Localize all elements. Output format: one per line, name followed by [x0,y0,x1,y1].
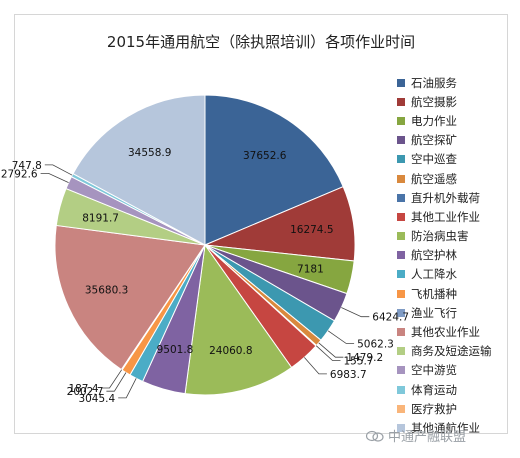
legend-item: 航空摄影 [397,92,507,111]
data-label: 155.7 [344,356,374,368]
legend-swatch [397,251,405,260]
legend-label: 直升机外载荷 [411,190,480,205]
legend-item: 人工降水 [397,265,507,284]
legend-swatch [397,423,405,432]
pie-slice [204,94,344,246]
legend-swatch [397,116,405,125]
legend-swatch [397,328,405,337]
label-leader-line [44,164,73,176]
label-leader-line [341,307,370,318]
legend-swatch [397,155,405,164]
legend-label: 航空遥感 [411,171,457,186]
pie-slice [72,94,206,246]
data-label: 3045.4 [78,393,115,405]
pie-slice [54,224,206,371]
label-leader-line [318,342,344,358]
legend-swatch [397,385,405,394]
legend-label: 航空探矿 [411,133,457,148]
legend-label: 医疗救护 [411,401,457,416]
legend-item: 其他通航作业 [397,418,507,437]
label-leader-line [118,378,137,399]
label-leader-line [327,330,355,344]
legend-label: 渔业飞行 [411,305,457,320]
legend-item: 空中巡查 [397,150,507,169]
legend-item: 电力作业 [397,111,507,130]
pie-slice [184,243,293,396]
data-label: 37652.6 [243,150,287,162]
legend-swatch [397,366,405,375]
legend-label: 其他农业作业 [411,325,480,340]
legend-label: 空中游览 [411,363,457,378]
legend: 石油服务航空摄影电力作业航空探矿空中巡查航空遥感直升机外载荷 其他工业作业 防治病虫… [397,73,507,438]
legend-swatch [397,289,405,298]
legend-item: 航空护林 [397,246,507,265]
data-label: 34558.9 [128,147,171,159]
legend-label: 航空摄影 [411,94,457,109]
legend-label: 商务及短途运输 [411,344,492,359]
data-label: 24060.8 [209,345,252,357]
legend-label: 防治病虫害 [411,229,469,244]
legend-swatch [397,270,405,279]
label-leader-line [315,345,341,361]
legend-item: 直升机外载荷 [397,188,507,207]
legend-item: 航空遥感 [397,169,507,188]
legend-swatch [397,78,405,87]
data-label: 7181 [297,263,324,275]
legend-item: 防治病虫害 [397,227,507,246]
legend-swatch [397,308,405,317]
legend-label: 其他工业作业 [411,209,480,224]
legend-item: 石油服务 [397,73,507,92]
legend-swatch [397,232,405,241]
data-label: 6983.7 [330,369,367,381]
legend-item: 医疗救护 [397,399,507,418]
legend-swatch [397,193,405,202]
legend-swatch [397,174,405,183]
legend-label: 体育运动 [411,382,457,397]
legend-swatch [397,136,405,145]
legend-item: 其他农业作业 [397,322,507,341]
data-label: 35680.3 [85,284,128,296]
legend-item: 渔业飞行 [397,303,507,322]
legend-item: 航空探矿 [397,131,507,150]
watermark-text: 中通产融联盟 [388,430,467,445]
data-label: 8191.7 [82,212,119,224]
data-label: 2002.7 [67,386,104,398]
data-label: 6424.7 [372,312,409,324]
legend-item: 其他工业作业 [397,207,507,226]
watermark: 中通产融联盟 [366,426,466,445]
data-label: 187.4 [68,383,98,395]
wechat-icon [366,430,384,442]
data-label: 1479.2 [346,352,383,364]
legend-label: 航空护林 [411,248,457,263]
label-leader-line [40,172,69,183]
data-label: 5062.3 [357,338,394,350]
legend-swatch [397,404,405,413]
legend-label: 石油服务 [411,75,457,90]
data-label: 16274.5 [290,224,333,236]
legend-label: 其他通航作业 [411,420,480,435]
legend-item: 体育运动 [397,380,507,399]
legend-label: 飞机播种 [411,286,457,301]
data-label: 2792.6 [1,168,38,180]
legend-item: 飞机播种 [397,284,507,303]
data-label: 747.8 [12,160,42,172]
label-leader-line [101,369,123,389]
legend-swatch [397,347,405,356]
label-leader-line [106,372,127,392]
legend-swatch [397,212,405,221]
chart-title: 2015年通用航空（除执照培训）各项作业时间 [106,33,416,51]
data-label: 9501.8 [157,344,194,356]
legend-item: 商务及短途运输 [397,342,507,361]
legend-swatch [397,97,405,106]
legend-item: 空中游览 [397,361,507,380]
legend-label: 人工降水 [411,267,457,282]
legend-label: 空中巡查 [411,152,457,167]
legend-label: 电力作业 [411,113,457,128]
label-leader-line [304,357,327,375]
